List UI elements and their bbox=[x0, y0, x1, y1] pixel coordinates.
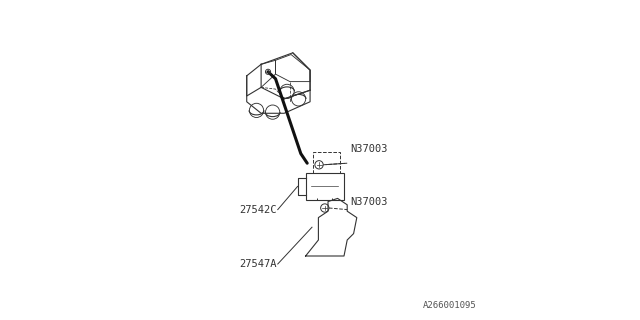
Text: N37003: N37003 bbox=[351, 144, 388, 154]
Bar bbox=[314, 152, 340, 173]
Text: A266001095: A266001095 bbox=[423, 301, 477, 310]
Text: 27547A: 27547A bbox=[239, 259, 277, 269]
Text: 27542C: 27542C bbox=[239, 204, 277, 215]
Bar bbox=[306, 173, 344, 200]
Text: N37003: N37003 bbox=[351, 196, 388, 207]
